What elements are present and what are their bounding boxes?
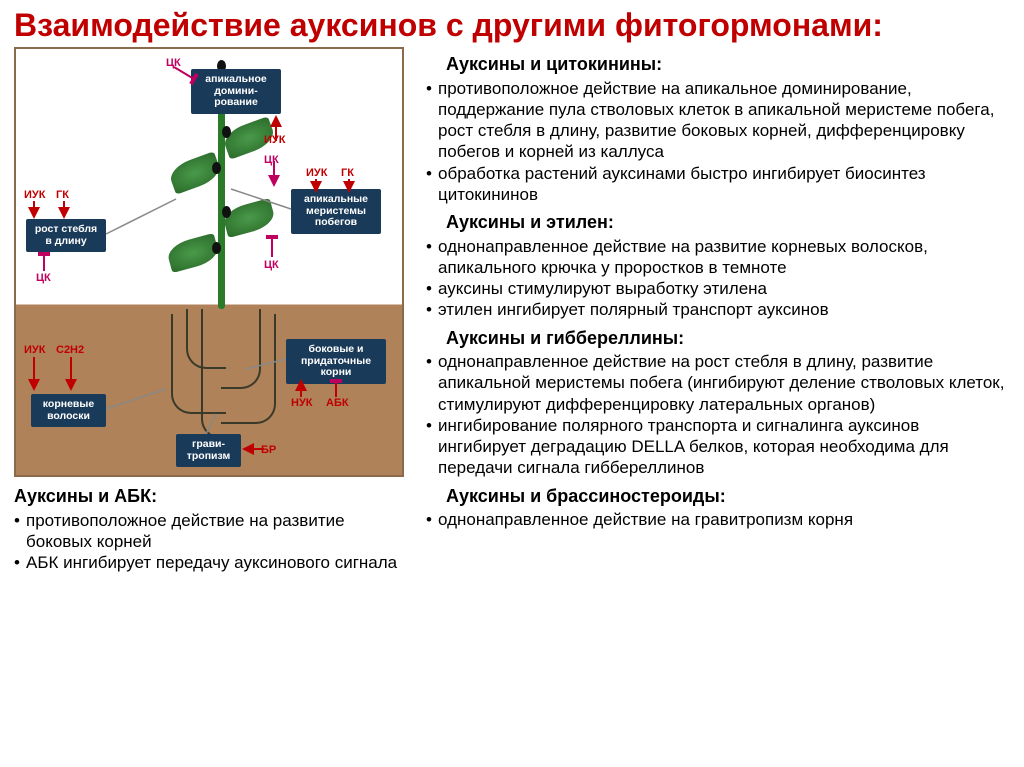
list-item: однонаправленное действие на гравитропиз…: [426, 509, 1010, 530]
section-heading: Ауксины и брассиностероиды:: [446, 485, 1010, 508]
label-apical-dominance: апикальноедомини-рование: [191, 69, 281, 114]
label-stem-growth: рост стебляв длину: [26, 219, 106, 252]
list-item: противоположное действие на развитие бок…: [14, 510, 414, 553]
section-abk: Ауксины и АБК: противоположное действие …: [14, 485, 414, 573]
hormone-iuk: ИУК: [24, 344, 45, 356]
bullet-list: однонаправленное действие на рост стебля…: [426, 351, 1010, 479]
hormone-ck: ЦК: [166, 57, 181, 69]
hormone-br: БР: [261, 444, 276, 456]
list-item: противоположное действие на апикальное д…: [426, 78, 1010, 163]
list-item: однонаправленное действие на развитие ко…: [426, 236, 1010, 279]
section-heading: Ауксины и гиббереллины:: [446, 327, 1010, 350]
bullet-list: однонаправленное действие на развитие ко…: [426, 236, 1010, 321]
label-apical-meristem: апикальныемеристемыпобегов: [291, 189, 381, 234]
hormone-abk: АБК: [326, 397, 349, 409]
bullet-list: противоположное действие на апикальное д…: [426, 78, 1010, 206]
main-layout: апикальноедомини-рование апикальныемерис…: [0, 47, 1024, 573]
bullet-list: противоположное действие на развитие бок…: [14, 510, 414, 574]
list-item: этилен ингибирует полярный транспорт аук…: [426, 299, 1010, 320]
hormone-gk: ГК: [341, 167, 354, 179]
plant: [166, 64, 276, 464]
hormone-c2h2: С2Н2: [56, 344, 84, 356]
hormone-nuk: НУК: [291, 397, 313, 409]
root: [201, 309, 226, 439]
leaf: [165, 233, 221, 273]
page-title: Взаимодействие ауксинов с другими фитого…: [0, 0, 1024, 47]
hormone-ck: ЦК: [36, 272, 51, 284]
list-item: обработка растений ауксинами быстро инги…: [426, 163, 1010, 206]
hormone-iuk: ИУК: [24, 189, 45, 201]
hormone-ck: ЦК: [264, 154, 279, 166]
label-lateral-roots: боковые ипридаточныекорни: [286, 339, 386, 384]
list-item: однонаправленное действие на рост стебля…: [426, 351, 1010, 415]
label-root-hairs: корневыеволоски: [31, 394, 106, 427]
list-item: АБК ингибирует передачу ауксинового сигн…: [14, 552, 414, 573]
list-item: ауксины стимулируют выработку этилена: [426, 278, 1010, 299]
leaf: [221, 198, 277, 238]
root: [221, 314, 276, 424]
right-column: Ауксины и цитокинины: противоположное де…: [414, 47, 1010, 573]
label-gravitropism: грави-тропизм: [176, 434, 241, 467]
section-heading: Ауксины и АБК:: [14, 485, 414, 508]
section-heading: Ауксины и этилен:: [446, 211, 1010, 234]
hormone-iuk: ИУК: [306, 167, 327, 179]
section-heading: Ауксины и цитокинины:: [446, 53, 1010, 76]
hormone-ck: ЦК: [264, 259, 279, 271]
hormone-gk: ГК: [56, 189, 69, 201]
hormone-iuk: ИУК: [264, 134, 285, 146]
bullet-list: однонаправленное действие на гравитропиз…: [426, 509, 1010, 530]
list-item: ингибирование полярного транспорта и сиг…: [426, 415, 1010, 479]
left-column: апикальноедомини-рование апикальныемерис…: [14, 47, 414, 573]
plant-diagram: апикальноедомини-рование апикальныемерис…: [14, 47, 404, 477]
